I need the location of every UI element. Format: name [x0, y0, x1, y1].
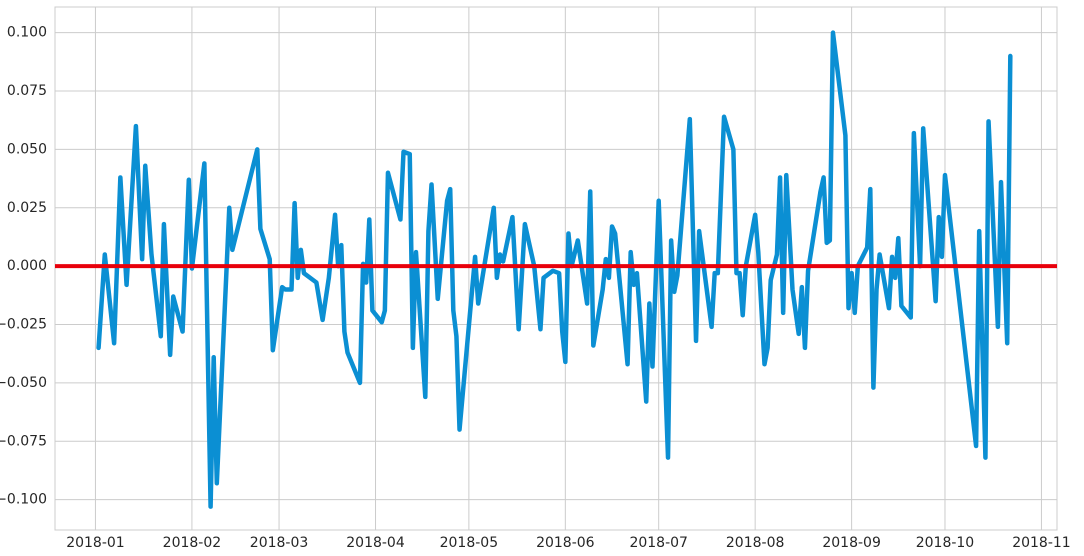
y-tick-label: −0.100	[0, 492, 47, 508]
x-tick-label: 2018-06	[536, 535, 595, 551]
y-tick-label: −0.025	[0, 317, 47, 333]
y-tick-label: −0.075	[0, 433, 47, 449]
x-tick-label: 2018-02	[163, 535, 222, 551]
y-tick-label: 0.075	[7, 83, 47, 99]
data-line	[96, 30, 1013, 509]
x-tick-label: 2018-05	[440, 535, 499, 551]
x-tick-label: 2018-10	[916, 535, 975, 551]
x-tick-label: 2018-09	[822, 535, 881, 551]
x-tick-label: 2018-11	[1012, 535, 1071, 551]
y-tick-label: 0.025	[7, 200, 47, 216]
y-tick-label: −0.050	[0, 375, 47, 391]
y-tick-label: 0.000	[7, 258, 47, 274]
x-tick-label: 2018-03	[250, 535, 309, 551]
y-tick-label: 0.050	[7, 141, 47, 157]
x-tick-label: 2018-01	[66, 535, 125, 551]
x-tick-label: 2018-07	[629, 535, 688, 551]
y-tick-label: 0.100	[7, 25, 47, 41]
x-tick-label: 2018-08	[726, 535, 785, 551]
x-tick-label: 2018-04	[346, 535, 405, 551]
axes-frame	[54, 6, 1058, 531]
